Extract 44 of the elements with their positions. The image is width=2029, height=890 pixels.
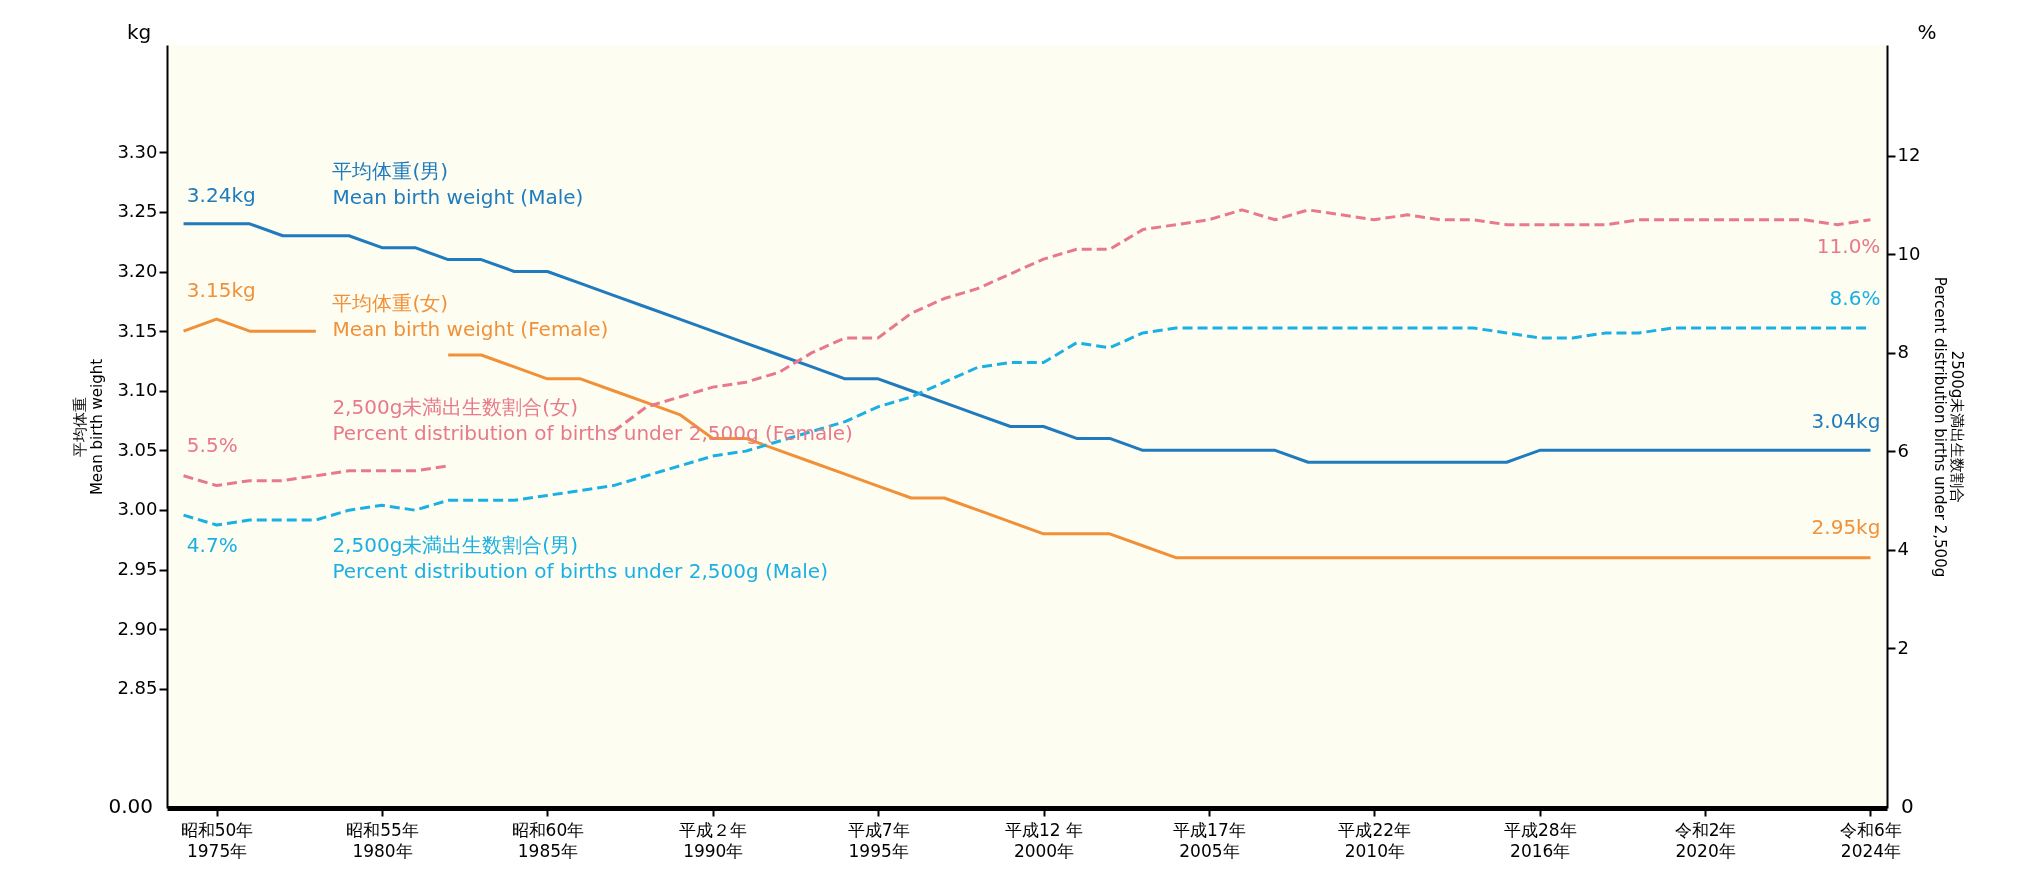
text: kg (127, 20, 152, 44)
x-tick-label: 昭和60年 1985年 (511, 819, 585, 861)
y2-tick-label: 2 (1897, 636, 1909, 658)
annotation: 3.04kg (1811, 409, 1881, 434)
x-tick-label: 令和6年 2024年 (1840, 819, 1902, 861)
x-tick-label: 昭和50年 1975年 (180, 819, 254, 861)
x-tick-label: 平成7年 1995年 (847, 819, 910, 861)
y-tick-label: 2.85 (117, 677, 158, 699)
y-tick-label: 3.30 (117, 140, 158, 162)
y2-tick-label: 8 (1897, 341, 1909, 363)
annotation: 3.24kg (186, 182, 256, 207)
text: 0 (1901, 794, 1914, 818)
series-label: 平均体重(女) Mean birth weight (Female) (332, 291, 609, 342)
y-tick-label: 2.95 (117, 558, 158, 580)
x-tick-label: 令和2年 2020年 (1674, 819, 1737, 861)
x-tick-label: 平成28年 2016年 (1503, 819, 1577, 861)
y2-tick-label: 12 (1897, 144, 1921, 166)
y-tick-label: 3.00 (117, 498, 158, 520)
y2-tick-label: 10 (1897, 242, 1921, 264)
y-tick-label: 3.05 (117, 438, 158, 460)
y2-tick-label: 4 (1897, 538, 1909, 560)
series-label: 平均体重(男) Mean birth weight (Male) (332, 158, 584, 209)
annotation: 5.5% (186, 433, 238, 458)
annotation: 2.95kg (1811, 515, 1881, 540)
y2-tick-label: 6 (1897, 439, 1909, 461)
y2-axis-title: 2500g未満出生数割合 Percent distribution births under 2,500g (1931, 276, 1967, 578)
x-tick-label: 平成12 年 2000年 (1005, 819, 1084, 861)
text: % (1917, 20, 1937, 44)
x-tick-label: 平成２年 1990年 (679, 819, 748, 861)
annotation: 8.6% (1829, 286, 1881, 311)
series-label: 2,500g未満出生数割合(男) Percent distribution of births under 2,500g (Male) (332, 533, 828, 584)
annotation: 11.0% (1816, 233, 1881, 258)
x-tick-label: 平成22年 2010年 (1338, 819, 1412, 861)
y-tick-label: 3.15 (117, 319, 158, 341)
annotation: 4.7% (186, 533, 238, 558)
x-tick-label: 昭和55年 1980年 (346, 819, 419, 861)
y-axis-title: 平均体重 Mean birth weight (71, 358, 107, 496)
y-tick-label: 3.20 (117, 260, 158, 282)
text: 0.00 (108, 794, 153, 818)
annotation: 3.15kg (186, 278, 256, 303)
y-tick-label: 2.90 (117, 617, 158, 639)
x-tick-label: 平成17年 2005年 (1173, 819, 1246, 861)
y-tick-label: 3.10 (117, 379, 158, 401)
y-tick-label: 3.25 (117, 200, 158, 222)
